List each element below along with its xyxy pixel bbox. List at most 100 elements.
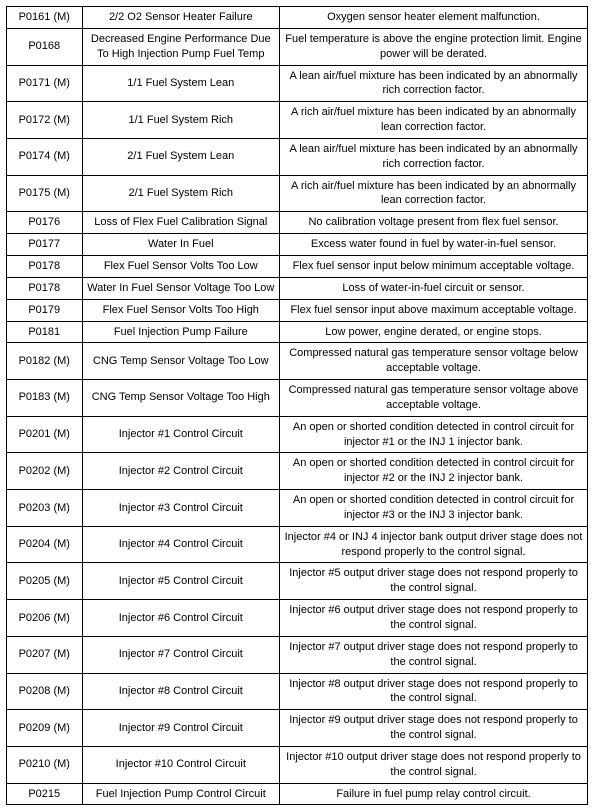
- table-row: P0203 (M)Injector #3 Control CircuitAn o…: [7, 490, 588, 527]
- dtc-description: An open or shorted condition detected in…: [280, 490, 588, 527]
- dtc-description: Injector #10 output driver stage does no…: [280, 746, 588, 783]
- dtc-description: No calibration voltage present from flex…: [280, 212, 588, 234]
- dtc-description: Failure in fuel pump relay control circu…: [280, 783, 588, 805]
- table-row: P0175 (M)2/1 Fuel System RichA rich air/…: [7, 175, 588, 212]
- dtc-description: Injector #8 output driver stage does not…: [280, 673, 588, 710]
- table-row: P0179Flex Fuel Sensor Volts Too HighFlex…: [7, 299, 588, 321]
- dtc-code: P0181: [7, 321, 83, 343]
- dtc-description: Compressed natural gas temperature senso…: [280, 343, 588, 380]
- dtc-code: P0172 (M): [7, 102, 83, 139]
- table-row: P0168Decreased Engine Performance Due To…: [7, 28, 588, 65]
- dtc-name: CNG Temp Sensor Voltage Too Low: [82, 343, 280, 380]
- table-row: P0176Loss of Flex Fuel Calibration Signa…: [7, 212, 588, 234]
- dtc-name: CNG Temp Sensor Voltage Too High: [82, 380, 280, 417]
- dtc-table: P0161 (M)2/2 O2 Sensor Heater FailureOxy…: [6, 6, 588, 805]
- dtc-description: A lean air/fuel mixture has been indicat…: [280, 65, 588, 102]
- dtc-name: Injector #5 Control Circuit: [82, 563, 280, 600]
- table-row: P0202 (M)Injector #2 Control CircuitAn o…: [7, 453, 588, 490]
- dtc-name: Flex Fuel Sensor Volts Too High: [82, 299, 280, 321]
- dtc-code: P0203 (M): [7, 490, 83, 527]
- dtc-description: Flex fuel sensor input above maximum acc…: [280, 299, 588, 321]
- dtc-name: 2/1 Fuel System Rich: [82, 175, 280, 212]
- dtc-code: P0207 (M): [7, 636, 83, 673]
- table-row: P0183 (M)CNG Temp Sensor Voltage Too Hig…: [7, 380, 588, 417]
- table-row: P0210 (M)Injector #10 Control CircuitInj…: [7, 746, 588, 783]
- dtc-description: Flex fuel sensor input below minimum acc…: [280, 255, 588, 277]
- dtc-description: Fuel temperature is above the engine pro…: [280, 28, 588, 65]
- dtc-description: Injector #9 output driver stage does not…: [280, 710, 588, 747]
- dtc-description: Low power, engine derated, or engine sto…: [280, 321, 588, 343]
- dtc-name: Injector #2 Control Circuit: [82, 453, 280, 490]
- dtc-name: Injector #4 Control Circuit: [82, 526, 280, 563]
- dtc-name: Decreased Engine Performance Due To High…: [82, 28, 280, 65]
- dtc-code: P0205 (M): [7, 563, 83, 600]
- dtc-name: Water In Fuel Sensor Voltage Too Low: [82, 277, 280, 299]
- dtc-description: A lean air/fuel mixture has been indicat…: [280, 138, 588, 175]
- dtc-code: P0168: [7, 28, 83, 65]
- dtc-description: Injector #5 output driver stage does not…: [280, 563, 588, 600]
- dtc-description: Loss of water-in-fuel circuit or sensor.: [280, 277, 588, 299]
- dtc-code: P0175 (M): [7, 175, 83, 212]
- dtc-name: Loss of Flex Fuel Calibration Signal: [82, 212, 280, 234]
- table-row: P0171 (M)1/1 Fuel System LeanA lean air/…: [7, 65, 588, 102]
- dtc-code: P0183 (M): [7, 380, 83, 417]
- dtc-name: Injector #1 Control Circuit: [82, 416, 280, 453]
- dtc-description: Injector #4 or INJ 4 injector bank outpu…: [280, 526, 588, 563]
- table-row: P0177Water In FuelExcess water found in …: [7, 234, 588, 256]
- dtc-description: Excess water found in fuel by water-in-f…: [280, 234, 588, 256]
- dtc-code: P0204 (M): [7, 526, 83, 563]
- dtc-name: Fuel Injection Pump Control Circuit: [82, 783, 280, 805]
- dtc-code: P0171 (M): [7, 65, 83, 102]
- dtc-code: P0215: [7, 783, 83, 805]
- dtc-name: Injector #10 Control Circuit: [82, 746, 280, 783]
- table-row: P0208 (M)Injector #8 Control CircuitInje…: [7, 673, 588, 710]
- dtc-name: Injector #7 Control Circuit: [82, 636, 280, 673]
- table-row: P0204 (M)Injector #4 Control CircuitInje…: [7, 526, 588, 563]
- dtc-name: Injector #3 Control Circuit: [82, 490, 280, 527]
- dtc-description: Injector #6 output driver stage does not…: [280, 600, 588, 637]
- dtc-name: 2/1 Fuel System Lean: [82, 138, 280, 175]
- dtc-table-body: P0161 (M)2/2 O2 Sensor Heater FailureOxy…: [7, 7, 588, 805]
- dtc-code: P0177: [7, 234, 83, 256]
- dtc-name: Flex Fuel Sensor Volts Too Low: [82, 255, 280, 277]
- table-row: P0207 (M)Injector #7 Control CircuitInje…: [7, 636, 588, 673]
- dtc-description: An open or shorted condition detected in…: [280, 416, 588, 453]
- table-row: P0178Flex Fuel Sensor Volts Too LowFlex …: [7, 255, 588, 277]
- table-row: P0178Water In Fuel Sensor Voltage Too Lo…: [7, 277, 588, 299]
- dtc-description: An open or shorted condition detected in…: [280, 453, 588, 490]
- dtc-code: P0209 (M): [7, 710, 83, 747]
- dtc-code: P0176: [7, 212, 83, 234]
- dtc-code: P0182 (M): [7, 343, 83, 380]
- dtc-name: 1/1 Fuel System Rich: [82, 102, 280, 139]
- dtc-name: 1/1 Fuel System Lean: [82, 65, 280, 102]
- dtc-code: P0174 (M): [7, 138, 83, 175]
- table-row: P0182 (M)CNG Temp Sensor Voltage Too Low…: [7, 343, 588, 380]
- table-row: P0215Fuel Injection Pump Control Circuit…: [7, 783, 588, 805]
- table-row: P0201 (M)Injector #1 Control CircuitAn o…: [7, 416, 588, 453]
- table-row: P0181Fuel Injection Pump FailureLow powe…: [7, 321, 588, 343]
- dtc-name: Fuel Injection Pump Failure: [82, 321, 280, 343]
- table-row: P0174 (M)2/1 Fuel System LeanA lean air/…: [7, 138, 588, 175]
- table-row: P0209 (M)Injector #9 Control CircuitInje…: [7, 710, 588, 747]
- dtc-description: Oxygen sensor heater element malfunction…: [280, 7, 588, 29]
- dtc-code: P0206 (M): [7, 600, 83, 637]
- dtc-code: P0179: [7, 299, 83, 321]
- dtc-name: Injector #8 Control Circuit: [82, 673, 280, 710]
- dtc-code: P0208 (M): [7, 673, 83, 710]
- dtc-description: A rich air/fuel mixture has been indicat…: [280, 175, 588, 212]
- dtc-name: Injector #6 Control Circuit: [82, 600, 280, 637]
- dtc-code: P0178: [7, 255, 83, 277]
- dtc-name: Injector #9 Control Circuit: [82, 710, 280, 747]
- dtc-code: P0210 (M): [7, 746, 83, 783]
- dtc-description: Injector #7 output driver stage does not…: [280, 636, 588, 673]
- dtc-description: Compressed natural gas temperature senso…: [280, 380, 588, 417]
- dtc-name: Water In Fuel: [82, 234, 280, 256]
- dtc-name: 2/2 O2 Sensor Heater Failure: [82, 7, 280, 29]
- dtc-code: P0178: [7, 277, 83, 299]
- dtc-code: P0202 (M): [7, 453, 83, 490]
- table-row: P0206 (M)Injector #6 Control CircuitInje…: [7, 600, 588, 637]
- table-row: P0172 (M)1/1 Fuel System RichA rich air/…: [7, 102, 588, 139]
- dtc-code: P0201 (M): [7, 416, 83, 453]
- dtc-description: A rich air/fuel mixture has been indicat…: [280, 102, 588, 139]
- table-row: P0161 (M)2/2 O2 Sensor Heater FailureOxy…: [7, 7, 588, 29]
